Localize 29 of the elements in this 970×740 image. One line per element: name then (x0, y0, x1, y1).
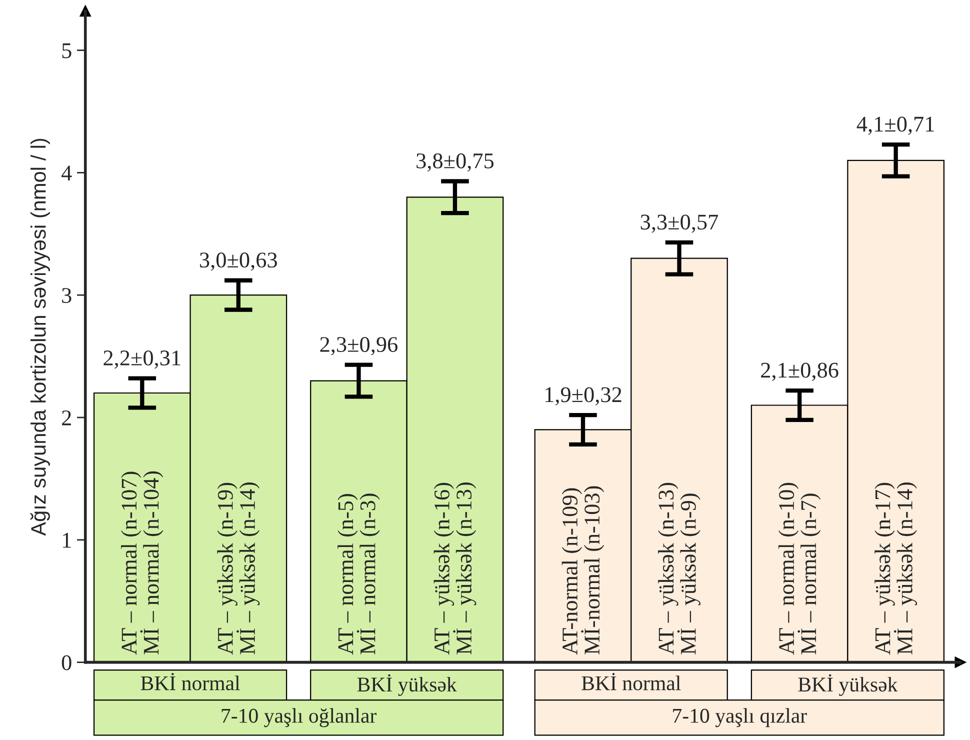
y-tick-label: 0 (62, 655, 72, 670)
annotation: AT – normal (n-5) Mİ – normal (n-3) (338, 494, 380, 655)
text: BKİ yüksək (357, 674, 457, 696)
text: BKİ yüksək (798, 674, 898, 696)
y-tick-label: 3 (62, 288, 72, 304)
data-label: 2,1±0,86 (761, 362, 838, 381)
text: 7-10 yaşlı oğlanlar (222, 708, 376, 728)
annotation: AT – yüksək (n-19) Mİ – yüksək (n-14) (217, 482, 260, 655)
text: 7-10 yaşlı qızlar (673, 708, 807, 728)
y-tick-label: 4 (61, 166, 72, 180)
y-tick-label: 5 (62, 43, 72, 58)
data-label: 3,8±0,75 (416, 153, 494, 172)
annotation: AT – yüksək (n-17) Mİ – yüksək (n-14) (874, 482, 917, 655)
data-label: 3,3±0,57 (640, 214, 718, 233)
data-label: 4,1±0,71 (856, 116, 934, 135)
text: BKİ normal (582, 672, 681, 690)
annotation: AT – yüksək (n-13) Mİ – yüksək (n-9) (658, 482, 700, 655)
annotation: AT – normal (n-10) Mİ – normal (n-7) (778, 482, 821, 655)
annotation: AT – normal (n-107) Mİ – normal (n-104) (121, 471, 164, 655)
y-axis-title: Ağız suyunda kortizolun səviyyəsi (nmol / l) (30, 138, 50, 536)
y-tick-label: 1 (63, 532, 71, 548)
data-label: 2,3±0,96 (320, 337, 398, 356)
data-label: 2,2±0,31 (104, 350, 180, 369)
data-label: 1,9±0,32 (546, 387, 622, 406)
text: BKİ normal (140, 672, 240, 690)
annotation: AT-normal (n-109) Mİ-normal (n-103) (562, 486, 604, 655)
y-tick-label: 2 (62, 410, 71, 426)
annotation: AT – yüksək (n-16) Mİ – yüksək (n-13) (434, 482, 476, 655)
data-label: 3,0±0,63 (200, 252, 277, 271)
